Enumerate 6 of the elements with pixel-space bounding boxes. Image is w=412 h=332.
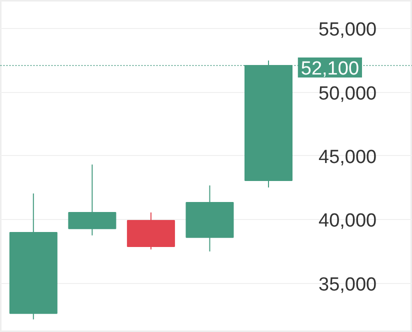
y-tick-label: 45,000 (318, 146, 377, 168)
y-tick-label: 35,000 (318, 274, 377, 296)
y-tick-label: 40,000 (318, 210, 377, 232)
ref-line-label: 52,100 (300, 58, 360, 80)
y-tick-label: 50,000 (318, 83, 377, 104)
y-tick-label: 55,000 (318, 20, 377, 41)
